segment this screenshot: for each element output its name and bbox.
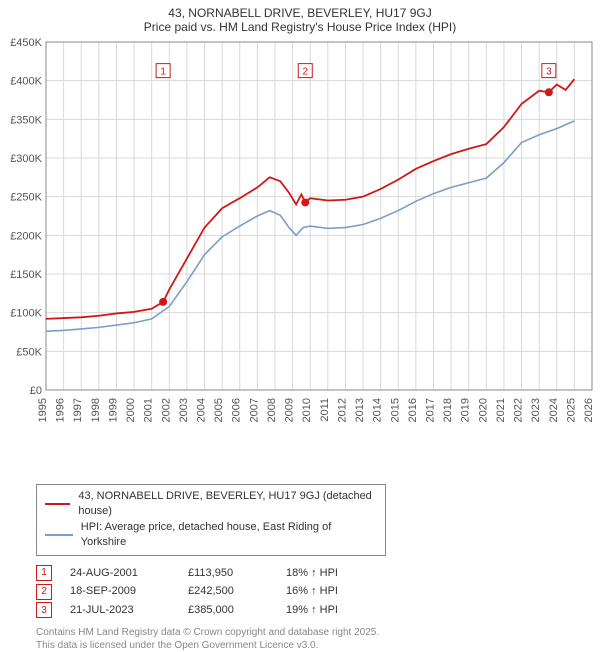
svg-text:2005: 2005	[213, 398, 225, 422]
svg-text:2010: 2010	[301, 398, 313, 422]
legend-label: 43, NORNABELL DRIVE, BEVERLEY, HU17 9GJ …	[78, 489, 377, 520]
svg-text:1995: 1995	[37, 398, 49, 422]
svg-text:£450K: £450K	[10, 38, 42, 49]
footer-attribution: Contains HM Land Registry data © Crown c…	[36, 626, 600, 652]
svg-text:2008: 2008	[266, 398, 278, 422]
svg-text:1997: 1997	[72, 398, 84, 422]
svg-text:£0: £0	[30, 385, 42, 397]
svg-text:2020: 2020	[477, 398, 489, 422]
svg-text:2024: 2024	[548, 398, 560, 422]
svg-text:2015: 2015	[389, 398, 401, 422]
svg-text:1999: 1999	[107, 398, 119, 422]
event-date: 21-JUL-2023	[70, 601, 170, 620]
chart-area: £0 £50K £100K £150K £200K £250K £300K £350K £400…	[0, 38, 600, 478]
event-delta: 18% ↑ HPI	[286, 564, 338, 583]
svg-text:£150K: £150K	[10, 269, 42, 281]
svg-text:2000: 2000	[125, 398, 137, 422]
svg-text:£50K: £50K	[16, 346, 42, 358]
svg-text:2021: 2021	[495, 398, 507, 422]
event-date: 24-AUG-2001	[70, 564, 170, 583]
line-chart: £0 £50K £100K £150K £200K £250K £300K £350K £400…	[0, 38, 600, 478]
svg-text:£100K: £100K	[10, 308, 42, 320]
event-table: 1 24-AUG-2001 £113,950 18% ↑ HPI 2 18-SE…	[36, 564, 600, 620]
svg-text:2023: 2023	[530, 398, 542, 422]
svg-text:2013: 2013	[354, 398, 366, 422]
event-badge: 3	[36, 602, 52, 618]
legend-swatch	[45, 534, 73, 536]
svg-text:2025: 2025	[565, 398, 577, 422]
svg-text:1998: 1998	[90, 398, 102, 422]
legend: 43, NORNABELL DRIVE, BEVERLEY, HU17 9GJ …	[36, 484, 386, 556]
svg-text:2011: 2011	[319, 398, 331, 422]
event-delta: 16% ↑ HPI	[286, 582, 338, 601]
event-badge: 1	[36, 565, 52, 581]
svg-text:2014: 2014	[372, 398, 384, 422]
event-price: £242,500	[188, 582, 268, 601]
svg-text:£350K: £350K	[10, 114, 42, 126]
svg-text:£300K: £300K	[10, 153, 42, 165]
svg-text:2004: 2004	[196, 398, 208, 422]
event-row: 1 24-AUG-2001 £113,950 18% ↑ HPI	[36, 564, 600, 583]
svg-text:1996: 1996	[55, 398, 67, 422]
event-badge: 2	[36, 584, 52, 600]
svg-text:2016: 2016	[407, 398, 419, 422]
svg-text:3: 3	[546, 67, 552, 78]
event-delta: 19% ↑ HPI	[286, 601, 338, 620]
chart-title: 43, NORNABELL DRIVE, BEVERLEY, HU17 9GJ	[0, 0, 600, 20]
footer-line: Contains HM Land Registry data © Crown c…	[36, 626, 600, 639]
chart-subtitle: Price paid vs. HM Land Registry's House …	[0, 20, 600, 38]
event-row: 3 21-JUL-2023 £385,000 19% ↑ HPI	[36, 601, 600, 620]
svg-text:£250K: £250K	[10, 192, 42, 204]
svg-text:2018: 2018	[442, 398, 454, 422]
footer-line: This data is licensed under the Open Gov…	[36, 639, 600, 652]
svg-text:2007: 2007	[248, 398, 260, 422]
svg-text:2019: 2019	[460, 398, 472, 422]
svg-text:2003: 2003	[178, 398, 190, 422]
legend-item-hpi: HPI: Average price, detached house, East…	[45, 520, 377, 551]
svg-text:1: 1	[160, 67, 166, 78]
svg-text:2002: 2002	[160, 398, 172, 422]
svg-text:2009: 2009	[284, 398, 296, 422]
event-price: £385,000	[188, 601, 268, 620]
svg-text:2017: 2017	[424, 398, 436, 422]
svg-text:2001: 2001	[143, 398, 155, 422]
svg-text:2012: 2012	[336, 398, 348, 422]
legend-swatch	[45, 503, 70, 505]
svg-text:2022: 2022	[513, 398, 525, 422]
chart-container: 43, NORNABELL DRIVE, BEVERLEY, HU17 9GJ …	[0, 0, 600, 590]
event-date: 18-SEP-2009	[70, 582, 170, 601]
svg-text:£400K: £400K	[10, 76, 42, 88]
legend-label: HPI: Average price, detached house, East…	[81, 520, 377, 551]
event-price: £113,950	[188, 564, 268, 583]
svg-text:2006: 2006	[231, 398, 243, 422]
svg-text:£200K: £200K	[10, 230, 42, 242]
svg-text:2: 2	[302, 67, 308, 78]
svg-text:2026: 2026	[583, 398, 595, 422]
event-row: 2 18-SEP-2009 £242,500 16% ↑ HPI	[36, 582, 600, 601]
legend-item-property: 43, NORNABELL DRIVE, BEVERLEY, HU17 9GJ …	[45, 489, 377, 520]
